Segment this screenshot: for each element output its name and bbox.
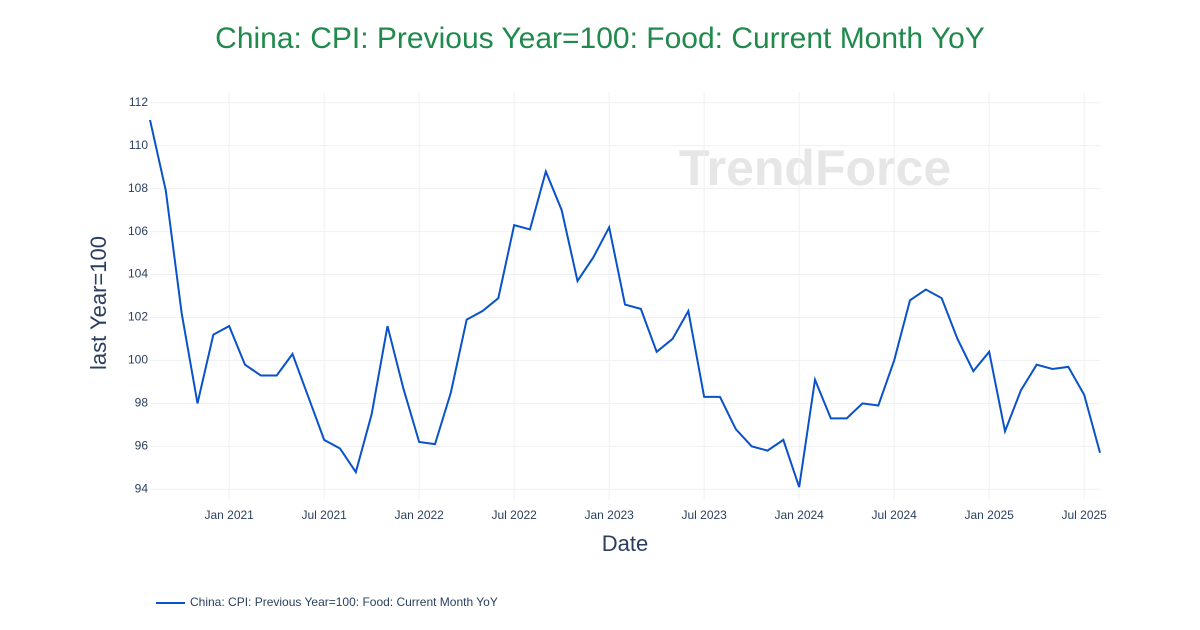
x-tick-label: Jul 2023 bbox=[681, 508, 727, 522]
x-tick-label: Jan 2024 bbox=[774, 508, 824, 522]
x-tick-label: Jan 2021 bbox=[204, 508, 254, 522]
y-tick-label: 106 bbox=[128, 224, 148, 238]
legend-label: China: CPI: Previous Year=100: Food: Cur… bbox=[190, 595, 498, 609]
line bbox=[149, 119, 1101, 488]
x-tick-label: Jul 2021 bbox=[301, 508, 347, 522]
y-tick-label: 104 bbox=[128, 267, 148, 281]
watermark: TrendForce bbox=[679, 140, 951, 196]
y-tick-label: 108 bbox=[128, 181, 148, 195]
y-tick-label: 96 bbox=[135, 438, 149, 452]
x-tick-label: Jul 2024 bbox=[871, 508, 917, 522]
y-tick-label: 98 bbox=[135, 396, 149, 410]
x-tick-label: Jan 2022 bbox=[394, 508, 444, 522]
y-tick-label: 102 bbox=[128, 310, 148, 324]
y-tick-label: 110 bbox=[129, 138, 148, 152]
chart-title: China: CPI: Previous Year=100: Food: Cur… bbox=[215, 22, 985, 55]
y-axis-label: last Year=100 bbox=[86, 236, 111, 370]
x-tick-label: Jul 2025 bbox=[1061, 508, 1107, 522]
x-axis-label: Date bbox=[602, 531, 648, 556]
x-tick-label: Jul 2022 bbox=[491, 508, 537, 522]
y-tick-label: 100 bbox=[128, 353, 148, 367]
x-tick-label: Jan 2025 bbox=[964, 508, 1014, 522]
y-tick-label: 94 bbox=[135, 481, 149, 495]
y-tick-label: 112 bbox=[129, 95, 148, 109]
x-tick-label: Jan 2023 bbox=[584, 508, 634, 522]
